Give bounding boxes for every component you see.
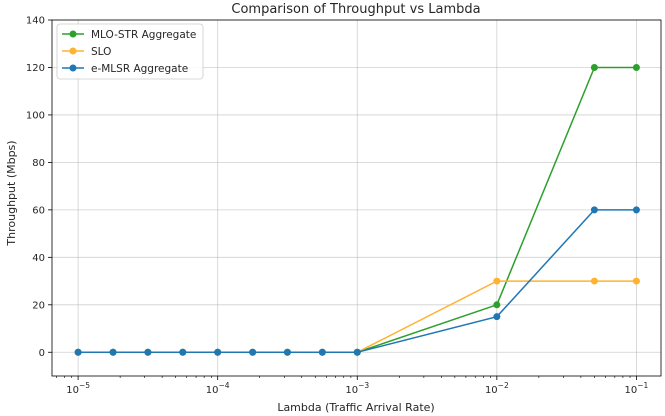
x-tick-label: 10−5	[66, 381, 90, 396]
data-point	[590, 206, 598, 214]
legend-label: SLO	[91, 46, 111, 58]
data-point	[590, 63, 598, 71]
data-point	[179, 348, 187, 356]
legend-label: e-MLSR Aggregate	[91, 63, 188, 75]
data-point	[144, 348, 152, 356]
legend: MLO-STR Aggregate SLO e-MLSR Aggregate	[56, 23, 204, 80]
x-axis: 10−5 10−4 10−3 10−2 10−1	[56, 376, 649, 396]
y-tick-label: 0	[39, 348, 45, 359]
y-axis: 0 20 40 60 80 100 120 140	[26, 16, 52, 359]
data-point	[74, 348, 82, 356]
data-point	[214, 348, 222, 356]
y-tick-label: 60	[32, 205, 45, 216]
legend-box	[56, 23, 204, 80]
data-point	[493, 313, 501, 321]
data-point	[353, 348, 361, 356]
y-axis-label: Throughput (Mbps)	[5, 140, 18, 246]
x-tick-label: 10−2	[485, 381, 509, 396]
data-point	[318, 348, 326, 356]
y-tick-label: 140	[26, 16, 45, 27]
y-tick-label: 80	[32, 158, 45, 169]
data-point	[632, 206, 640, 214]
x-tick-label: 10−4	[206, 381, 230, 396]
x-tick-label: 10−1	[625, 381, 649, 396]
series-line	[78, 209, 637, 354]
y-tick-label: 100	[26, 110, 45, 121]
data-point	[249, 348, 257, 356]
data-point	[632, 277, 640, 285]
y-tick-label: 40	[32, 253, 45, 264]
data-point	[283, 348, 291, 356]
data-point	[632, 63, 640, 71]
legend-marker	[69, 30, 77, 38]
data-point	[590, 277, 598, 285]
data-point	[493, 301, 501, 309]
chart-title: Comparison of Throughput vs Lambda	[231, 2, 480, 17]
y-tick-label: 20	[32, 300, 45, 311]
legend-marker	[69, 64, 77, 72]
data-point	[109, 348, 117, 356]
y-tick-label: 120	[26, 63, 45, 74]
legend-label: MLO-STR Aggregate	[91, 29, 196, 41]
series-layer	[74, 63, 640, 356]
x-tick-label: 10−3	[345, 381, 369, 396]
legend-marker	[69, 47, 77, 55]
x-axis-label: Lambda (Traffic Arrival Rate)	[277, 401, 434, 414]
plot-frame	[51, 19, 662, 377]
data-point	[493, 277, 501, 285]
